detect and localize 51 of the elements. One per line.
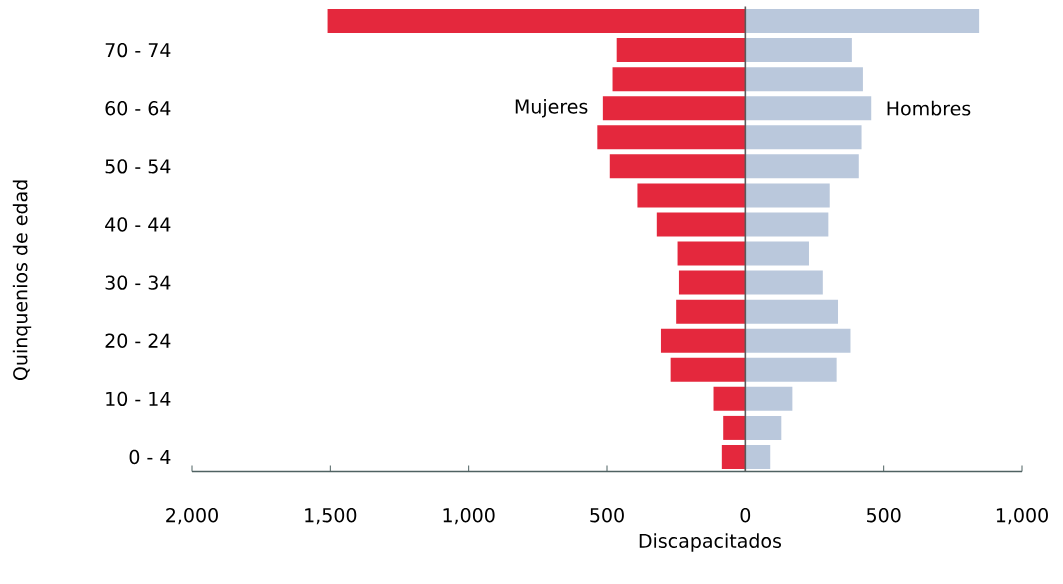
bar xyxy=(745,270,823,295)
y-tick-label: 50 - 54 xyxy=(105,159,171,174)
bar xyxy=(656,212,746,237)
bar xyxy=(713,386,746,411)
bar xyxy=(327,9,746,34)
x-axis-title: Discapacitados xyxy=(639,533,782,552)
bar xyxy=(721,444,746,469)
bar xyxy=(745,415,782,440)
y-tick-label: 70 - 74 xyxy=(105,42,171,58)
bar xyxy=(723,415,746,440)
bar xyxy=(745,96,872,121)
bar xyxy=(745,241,809,266)
x-tick-label: 1,000 xyxy=(443,508,495,525)
bar xyxy=(602,96,746,121)
bar xyxy=(616,38,746,63)
y-axis-title: Quinquenios de edad xyxy=(12,180,32,380)
bar xyxy=(609,154,746,179)
bar xyxy=(745,154,859,179)
bar xyxy=(745,357,837,382)
series-label: Mujeres xyxy=(515,99,588,118)
series-label: Hombres xyxy=(887,100,971,116)
bar xyxy=(745,9,980,34)
bar xyxy=(745,38,852,63)
x-tick-label: 500 xyxy=(590,508,624,523)
x-tick-label: 0 xyxy=(740,508,751,523)
bar xyxy=(670,357,746,382)
x-tick-label: 500 xyxy=(867,508,901,523)
bar xyxy=(637,183,746,208)
y-tick-label: 30 - 34 xyxy=(105,275,171,290)
bar xyxy=(745,299,839,324)
y-tick-label: 10 - 14 xyxy=(106,391,171,407)
bar xyxy=(678,270,746,295)
y-tick-label: 60 - 64 xyxy=(105,101,171,116)
bar xyxy=(745,183,830,208)
bar xyxy=(745,386,793,411)
bar xyxy=(676,299,746,324)
bar xyxy=(745,212,829,237)
y-tick-label: 0 - 4 xyxy=(129,449,171,465)
bar xyxy=(745,444,771,469)
bar xyxy=(745,328,851,353)
bar xyxy=(677,241,746,266)
x-tick-label: 2,000 xyxy=(166,508,218,525)
x-tick-label: 1,000 xyxy=(996,508,1048,525)
bar xyxy=(612,67,746,92)
bar xyxy=(745,125,862,150)
y-tick-label: 20 - 24 xyxy=(105,333,171,348)
bar xyxy=(597,125,746,150)
bar xyxy=(745,67,863,92)
x-tick-label: 1,500 xyxy=(305,508,357,525)
bar xyxy=(660,328,746,353)
y-tick-label: 40 - 44 xyxy=(105,217,171,232)
